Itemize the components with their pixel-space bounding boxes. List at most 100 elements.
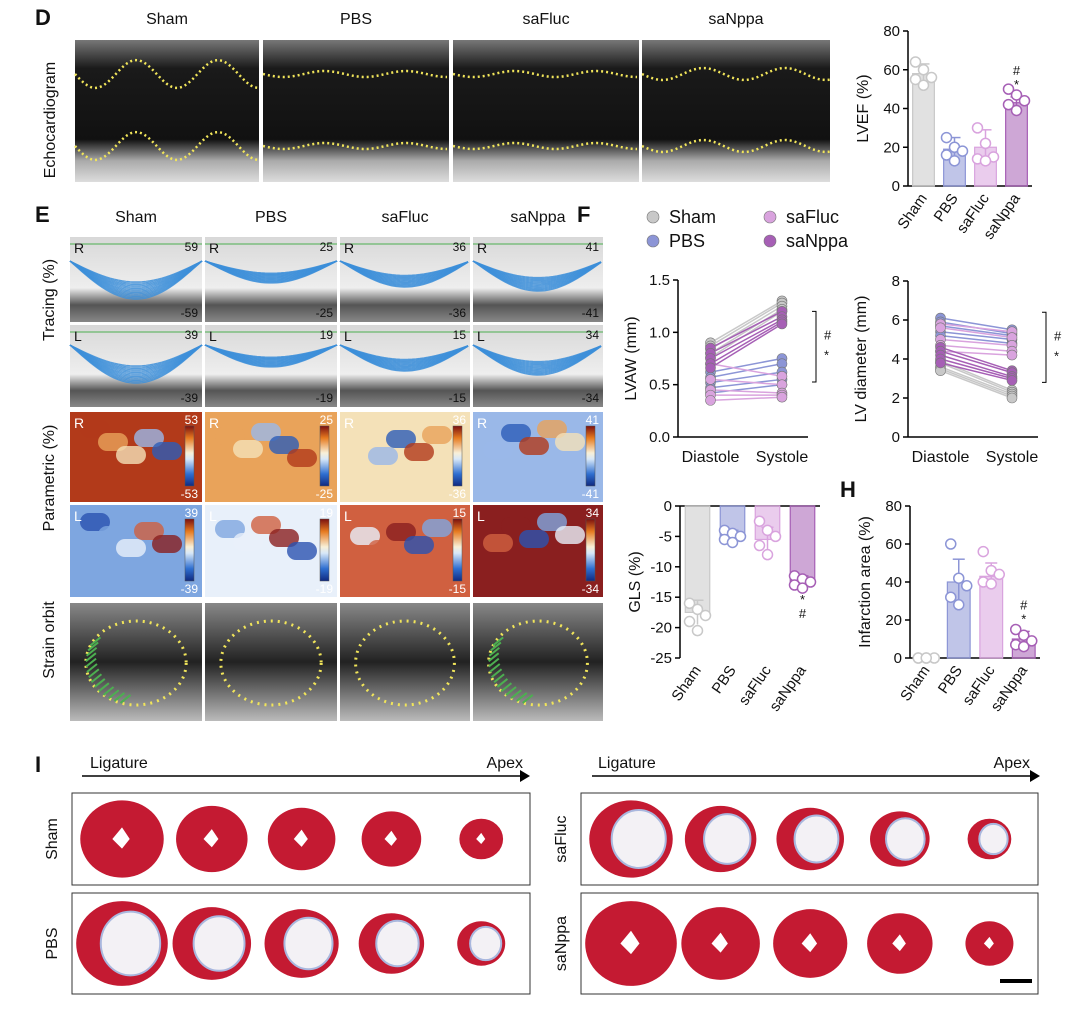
data-point — [1018, 629, 1030, 641]
series-line — [710, 396, 783, 402]
parametric-min-label: -34 — [582, 582, 600, 596]
orbit-vector — [87, 641, 99, 652]
parametric-blob — [269, 436, 299, 454]
tracing-row-label: Tracing (%) — [41, 259, 58, 341]
tracing-max-label: 39 — [185, 328, 199, 342]
data-point — [925, 71, 938, 84]
data-point — [699, 609, 712, 622]
significance-mark: # — [1020, 597, 1028, 612]
parametric-blob — [519, 530, 549, 548]
tracing-curve — [472, 344, 602, 376]
series-line — [710, 362, 783, 378]
data-point — [977, 545, 989, 558]
colorbar — [184, 425, 195, 487]
series-line — [940, 327, 1013, 339]
series-line — [710, 308, 783, 354]
tracing-side-label: L — [74, 328, 82, 344]
series-line — [940, 362, 1013, 393]
y-tick-label: 0 — [892, 429, 900, 446]
orbit-vector — [108, 689, 120, 700]
echo-trace-lower — [452, 141, 638, 151]
parametric-max-label: 36 — [453, 413, 467, 427]
parametric-blob — [422, 519, 452, 537]
data-point — [940, 131, 953, 144]
echo-image — [642, 40, 830, 182]
legend-marker — [646, 210, 660, 224]
parametric-blob — [404, 536, 434, 554]
x-tick-label: saNppa — [766, 662, 810, 715]
parametric-blob — [215, 520, 245, 538]
lumen — [476, 832, 486, 845]
data-point — [796, 582, 809, 594]
series-line — [710, 310, 783, 349]
parametric-blob — [215, 427, 245, 445]
parametric-image — [340, 412, 470, 502]
infarct-area — [793, 814, 840, 864]
data-point — [705, 374, 716, 385]
orbit-vector — [113, 692, 126, 702]
data-point — [753, 539, 766, 552]
y-tick-label: 80 — [885, 498, 902, 515]
tracing-side-label: L — [209, 328, 217, 344]
series-line — [940, 358, 1013, 380]
parametric-side-label: R — [344, 415, 354, 431]
infarct-area — [610, 809, 667, 869]
orbit-image — [205, 603, 337, 721]
parametric-blob — [537, 513, 567, 531]
strain-group-label: Sham — [115, 209, 157, 226]
parametric-blob — [368, 540, 398, 558]
tracing-max-label: 36 — [453, 240, 467, 254]
series-line — [940, 317, 1013, 331]
data-point — [1018, 640, 1030, 653]
parametric-max-label: 25 — [320, 413, 334, 427]
data-point — [953, 599, 965, 611]
parametric-blob — [368, 447, 398, 465]
echo-group-label: Sham — [146, 11, 188, 28]
arrowhead-right — [1030, 770, 1040, 782]
significance-mark: * — [824, 348, 829, 363]
series-line — [940, 344, 1013, 352]
lumen — [203, 829, 219, 848]
parametric-side-label: L — [344, 508, 352, 524]
parametric-blob — [152, 535, 182, 553]
y-tick-label: 0 — [664, 498, 672, 515]
orbit-vector — [505, 686, 517, 696]
ligature-label-left: Ligature — [90, 755, 148, 772]
orbit-vector — [85, 646, 98, 657]
series-line — [940, 350, 1013, 374]
data-point — [1018, 95, 1031, 107]
y-axis-label: LVEF (%) — [855, 74, 872, 142]
infarct-area — [192, 915, 246, 972]
tracing-curve — [69, 260, 203, 300]
y-tick-label: 60 — [885, 536, 902, 553]
echo-group-label: saFluc — [522, 11, 569, 28]
tracing-side-label: R — [74, 240, 84, 256]
tracing-min-label: -25 — [316, 306, 334, 320]
orbit-vector — [102, 686, 115, 696]
ligature-label-right: Ligature — [598, 755, 656, 772]
y-tick-label: 20 — [883, 139, 900, 156]
data-point — [993, 568, 1005, 581]
y-tick-label: -10 — [650, 559, 672, 576]
data-point — [691, 624, 704, 637]
data-point — [1010, 623, 1022, 636]
echo-trace-upper — [262, 69, 448, 79]
y-tick-label: 0 — [894, 650, 902, 667]
orbit-vector — [85, 657, 97, 668]
y-tick-label: 0.5 — [649, 377, 670, 394]
parametric-max-label: 53 — [185, 413, 199, 427]
x-tick-label: PBS — [709, 663, 740, 697]
y-axis-label: GLS (%) — [627, 551, 644, 612]
data-point — [804, 576, 817, 588]
data-point — [734, 530, 747, 543]
parametric-max-label: 39 — [185, 506, 199, 520]
echo-row-label: Echocardiogram — [42, 62, 59, 179]
data-point — [953, 572, 965, 584]
parametric-min-label: -19 — [316, 582, 334, 596]
legend-marker — [763, 210, 777, 224]
panel-label-H: H — [840, 477, 856, 502]
data-point — [1010, 89, 1023, 101]
series-line — [940, 330, 1013, 341]
parametric-blob — [386, 523, 416, 541]
data-point — [948, 155, 961, 167]
